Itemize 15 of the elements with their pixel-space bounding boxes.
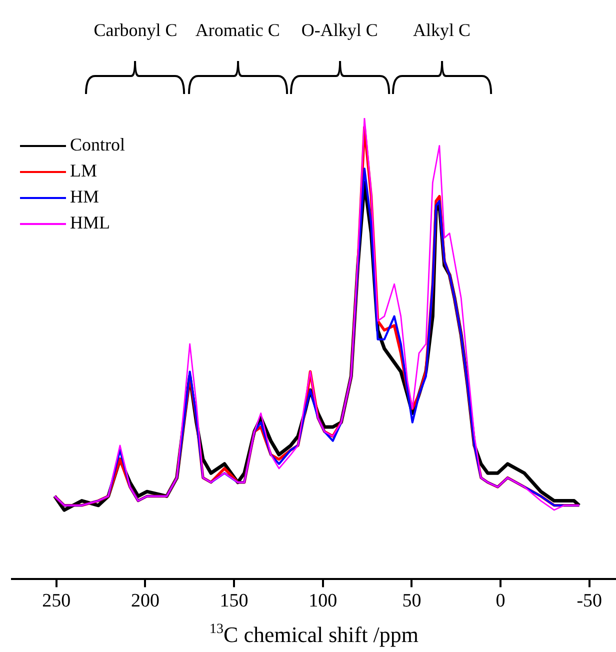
text: Alkyl C: [412, 20, 471, 40]
legend-label: HML: [70, 212, 110, 233]
legend-label: HM: [70, 186, 100, 207]
text: O-Alkyl C: [301, 20, 378, 40]
x-tick-label: 150: [220, 590, 248, 612]
x-tick-label: 250: [42, 590, 71, 612]
text: Carbonyl C: [94, 20, 178, 40]
legend-label: Control: [70, 134, 126, 155]
x-tick-label: -50: [576, 590, 602, 612]
text: Aromatic C: [195, 20, 280, 40]
x-tick-label: 0: [496, 590, 506, 612]
legend-label: LM: [70, 160, 97, 181]
x-tick-label: 50: [402, 590, 422, 612]
x-tick-label: 100: [308, 590, 338, 612]
x-tick-label: 200: [130, 590, 160, 612]
